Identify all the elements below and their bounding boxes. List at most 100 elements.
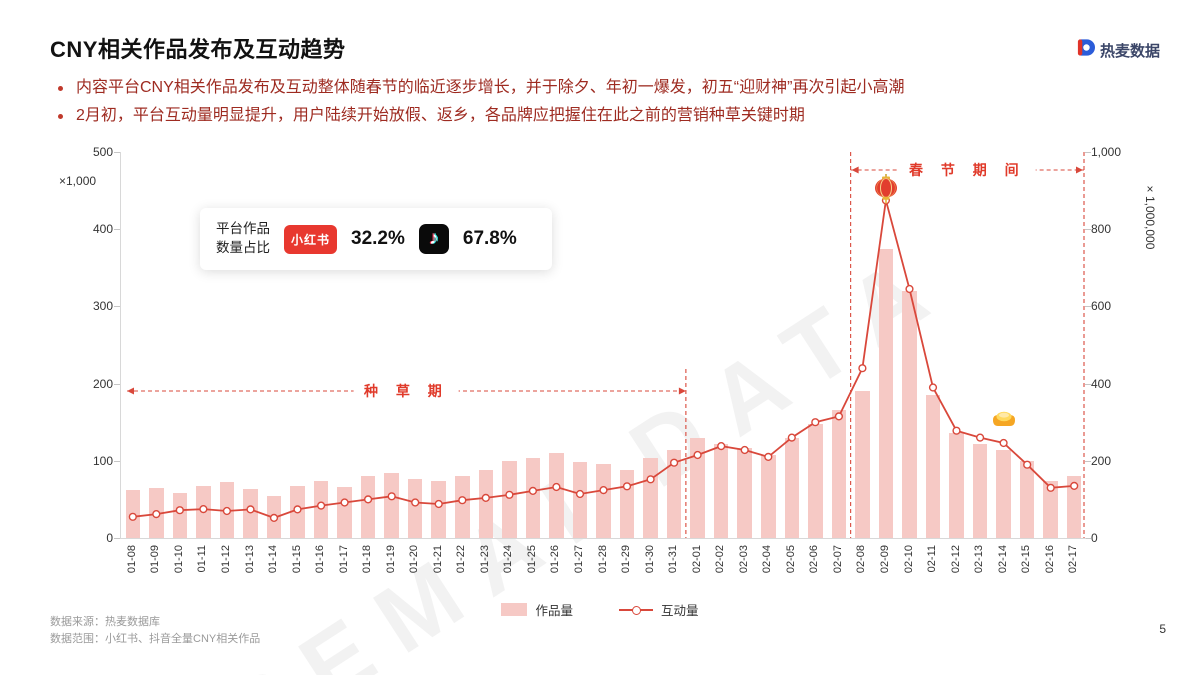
bullet-item: 2月初，平台互动量明显提升，用户陆续开始放假、返乡，各品牌应把握住在此之前的营销…: [52, 102, 1162, 130]
footer: 数据来源：热麦数据库 数据范围：小红书、抖音全量CNY相关作品: [50, 614, 260, 648]
bar-02-17: [1066, 476, 1082, 538]
left-axis-tick: 100: [92, 453, 113, 468]
x-axis-label: 01-16: [314, 545, 327, 574]
bar-02-09: [878, 248, 894, 538]
bullet-list: 内容平台CNY相关作品发布及互动整体随春节的临近逐步增长，并于除夕、年初一爆发，…: [52, 74, 1162, 130]
tick-mark: [114, 152, 120, 153]
remai-logo-icon: [1076, 38, 1095, 62]
x-axis-label: 02-10: [902, 545, 915, 574]
xiaohongshu-logo-icon: 小红书: [284, 224, 338, 254]
x-axis-label: 02-06: [808, 545, 821, 574]
right-axis-tick: 600: [1091, 299, 1112, 314]
tick-mark: [114, 229, 120, 231]
lantern-icon: [873, 174, 899, 209]
bar-01-25: [525, 457, 541, 538]
seeding-period-label: 种 草 期: [354, 380, 459, 402]
x-axis-label: 01-10: [172, 545, 185, 574]
x-axis-label: 01-20: [408, 545, 421, 574]
bar-01-14: [266, 495, 282, 538]
x-axis-label: 01-26: [549, 545, 562, 574]
bar-01-20: [407, 479, 423, 538]
x-axis-label: 02-12: [949, 545, 962, 574]
bar-01-18: [360, 476, 376, 538]
left-axis-tick: 300: [92, 299, 113, 314]
brand-logo: 热麦数据: [1076, 38, 1160, 62]
bar-01-08: [125, 490, 141, 538]
bar-02-04: [761, 454, 776, 538]
x-axis-label: 02-11: [926, 545, 938, 573]
bullet-item: 内容平台CNY相关作品发布及互动整体随春节的临近逐步增长，并于除夕、年初一爆发，…: [52, 74, 1162, 102]
x-axis-label: 01-21: [431, 545, 444, 574]
bar-02-08: [855, 391, 870, 538]
left-axis-tick: 200: [92, 376, 113, 391]
right-axis-tick: 200: [1091, 453, 1112, 468]
bar-01-31: [666, 450, 682, 538]
cny-period-label: 春 节 期 间: [898, 159, 1036, 181]
bar-02-02: [713, 443, 729, 538]
bar-01-19: [384, 473, 399, 538]
bar-01-27: [572, 462, 588, 538]
bar-01-26: [549, 453, 564, 538]
douyin-note-icon: ♪: [429, 228, 439, 249]
bar-02-05: [784, 437, 800, 538]
bar-02-12: [949, 433, 964, 538]
tick-mark: [1085, 383, 1091, 385]
left-axis-unit: ×1,000: [59, 174, 97, 188]
douyin-share-value: 67.8%: [462, 228, 517, 249]
data-scope: 数据范围：小红书、抖音全量CNY相关作品: [50, 633, 261, 645]
bullet-text: 内容平台CNY相关作品发布及互动整体随春节的临近逐步增长，并于除夕、年初一爆发，…: [76, 79, 905, 96]
tick-mark: [114, 538, 120, 539]
tick-mark: [1085, 538, 1091, 539]
marker-02-14: [999, 438, 1008, 448]
bullet-dot: [58, 114, 63, 119]
x-axis-label: 01-14: [267, 545, 279, 574]
bar-01-16: [313, 480, 329, 538]
x-axis-label: 01-28: [596, 545, 609, 574]
x-axis-label: 02-15: [1020, 545, 1033, 574]
tick-mark: [1085, 306, 1091, 308]
brand-name: 热麦数据: [1099, 42, 1160, 60]
x-axis-label: 02-09: [878, 545, 891, 574]
bar-02-14: [996, 450, 1011, 538]
legend-item-interactions: 互动量: [619, 600, 699, 619]
bar-02-15: [1019, 460, 1035, 538]
x-axis-label: 02-16: [1043, 545, 1056, 574]
right-axis-tick: 400: [1091, 376, 1112, 391]
data-source: 数据来源：热麦数据库: [50, 616, 160, 628]
x-axis-label: 01-31: [667, 545, 680, 574]
bar-02-03: [737, 448, 752, 538]
bar-01-22: [455, 476, 470, 538]
bar-02-16: [1043, 480, 1058, 538]
right-axis-unit: ×1,000,000: [1143, 182, 1157, 250]
x-axis-label: 02-17: [1067, 545, 1080, 574]
x-axis-label: 02-04: [761, 545, 774, 574]
x-axis-label: 02-05: [784, 545, 797, 574]
legend-works-label: 作品量: [535, 604, 573, 618]
bar-01-12: [219, 482, 235, 538]
x-axis-label: 01-29: [620, 545, 632, 574]
left-axis-tick: 0: [106, 531, 113, 545]
bar-01-24: [502, 460, 517, 538]
tick-mark: [114, 383, 120, 385]
marker-02-08: [858, 364, 867, 373]
bar-01-15: [290, 485, 305, 538]
x-axis-label: 01-24: [502, 545, 515, 574]
x-axis-label: 01-11: [196, 545, 209, 573]
bar-01-10: [172, 493, 188, 538]
x-axis-label: 01-23: [478, 545, 491, 574]
chart-legend: 作品量 互动量: [0, 600, 1200, 619]
bullet-dot: [58, 86, 63, 91]
right-axis-tick: 1,000: [1091, 145, 1122, 159]
x-axis-label: 01-27: [573, 545, 585, 574]
x-axis-label: 01-13: [243, 545, 256, 574]
tick-mark: [1085, 152, 1091, 153]
x-axis-label: 01-12: [219, 545, 232, 574]
bar-02-06: [808, 423, 823, 538]
bar-01-23: [478, 470, 494, 538]
x-axis-label: 01-08: [125, 545, 138, 574]
right-axis-tick: 0: [1091, 531, 1098, 545]
x-axis-label: 01-17: [337, 545, 350, 574]
tick-mark: [114, 306, 120, 308]
tick-mark: [1085, 460, 1091, 462]
